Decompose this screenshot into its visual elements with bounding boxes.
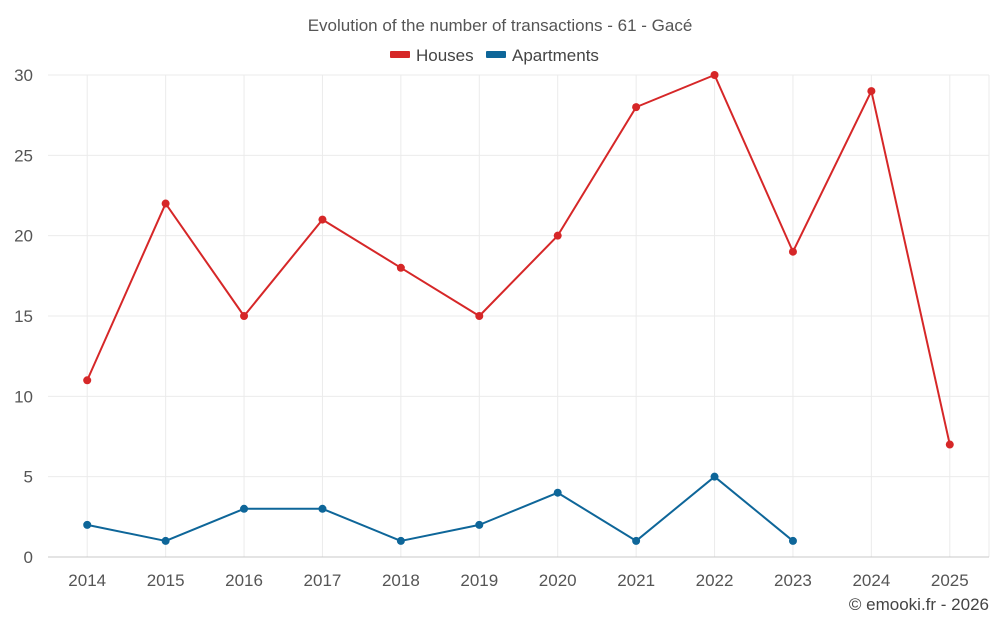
y-tick-label: 10 bbox=[14, 387, 33, 406]
data-point-apartments-2017[interactable] bbox=[318, 504, 327, 513]
data-point-apartments-2022[interactable] bbox=[710, 472, 719, 481]
data-point-houses-2022[interactable] bbox=[710, 71, 719, 79]
series-line-apartments bbox=[87, 475, 794, 542]
y-tick-label: 30 bbox=[14, 66, 33, 85]
data-point-apartments-2015[interactable] bbox=[161, 536, 170, 545]
data-point-apartments-2020[interactable] bbox=[553, 488, 562, 497]
data-point-apartments-2018[interactable] bbox=[396, 536, 405, 545]
data-point-houses-2014[interactable] bbox=[83, 376, 92, 385]
data-point-houses-2017[interactable] bbox=[318, 215, 327, 224]
data-point-houses-2019[interactable] bbox=[475, 312, 484, 320]
x-tick-label: 2018 bbox=[382, 571, 420, 590]
data-point-houses-2023[interactable] bbox=[788, 247, 797, 256]
x-tick-label: 2022 bbox=[696, 571, 734, 590]
y-tick-label: 5 bbox=[24, 468, 33, 487]
data-point-apartments-2014[interactable] bbox=[83, 520, 92, 529]
y-tick-label: 25 bbox=[14, 146, 33, 165]
x-tick-label: 2015 bbox=[147, 571, 185, 590]
data-point-apartments-2019[interactable] bbox=[475, 520, 484, 529]
y-tick-label: 20 bbox=[14, 227, 33, 246]
data-point-houses-2016[interactable] bbox=[240, 312, 249, 320]
x-tick-label: 2024 bbox=[852, 571, 890, 590]
legend-item-apartments[interactable]: Apartments bbox=[486, 46, 599, 65]
series bbox=[83, 71, 954, 545]
data-point-houses-2024[interactable] bbox=[867, 87, 876, 96]
x-tick-label: 2017 bbox=[304, 571, 342, 590]
grid bbox=[48, 74, 990, 557]
data-point-apartments-2021[interactable] bbox=[632, 536, 641, 545]
legend: Houses Apartments bbox=[390, 46, 599, 65]
legend-item-houses[interactable]: Houses bbox=[390, 46, 474, 65]
x-tick-label: 2020 bbox=[539, 571, 577, 590]
legend-label-apartments: Apartments bbox=[512, 46, 599, 65]
data-point-apartments-2016[interactable] bbox=[240, 504, 249, 513]
data-point-houses-2020[interactable] bbox=[553, 231, 562, 240]
legend-swatch-houses bbox=[390, 51, 410, 58]
data-point-houses-2021[interactable] bbox=[632, 103, 641, 112]
data-point-houses-2018[interactable] bbox=[396, 263, 405, 272]
x-tick-label: 2023 bbox=[774, 571, 812, 590]
x-tick-label: 2016 bbox=[225, 571, 263, 590]
data-point-houses-2025[interactable] bbox=[945, 440, 954, 449]
x-tick-label: 2019 bbox=[460, 571, 498, 590]
x-tick-label: 2025 bbox=[931, 571, 969, 590]
series-line-houses bbox=[86, 74, 951, 445]
y-tick-label: 15 bbox=[14, 307, 33, 326]
x-tick-label: 2021 bbox=[617, 571, 655, 590]
legend-label-houses: Houses bbox=[416, 46, 474, 65]
chart-title: Evolution of the number of transactions … bbox=[308, 16, 693, 35]
y-tick-label: 0 bbox=[24, 548, 33, 567]
credit-text: © emooki.fr - 2026 bbox=[849, 595, 989, 614]
data-point-apartments-2023[interactable] bbox=[788, 536, 797, 545]
data-point-houses-2015[interactable] bbox=[161, 199, 170, 208]
x-tick-label: 2014 bbox=[68, 571, 106, 590]
legend-swatch-apartments bbox=[486, 51, 506, 58]
